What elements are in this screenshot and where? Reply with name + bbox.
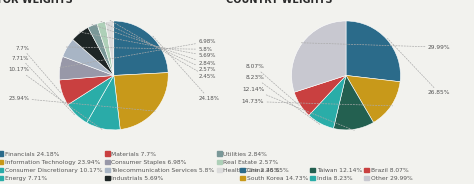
Text: 2.84%: 2.84%: [92, 24, 216, 66]
Wedge shape: [59, 56, 114, 80]
Text: 23.94%: 23.94%: [9, 96, 156, 111]
Text: SECTOR WEIGHTS: SECTOR WEIGHTS: [0, 0, 73, 5]
Text: 12.14%: 12.14%: [242, 87, 354, 130]
Text: 8.07%: 8.07%: [246, 64, 299, 105]
Wedge shape: [87, 75, 120, 130]
Text: 7.71%: 7.71%: [12, 56, 75, 116]
Wedge shape: [73, 27, 114, 75]
Legend: Financials 24.18%, Information Technology 23.94%, Consumer Discretionary 10.17%,: Financials 24.18%, Information Technolog…: [0, 151, 280, 181]
Text: 5.69%: 5.69%: [79, 32, 216, 58]
Wedge shape: [333, 75, 374, 130]
Text: 26.85%: 26.85%: [388, 38, 450, 95]
Wedge shape: [59, 75, 114, 105]
Legend: China 26.85%, South Korea 14.73%, Taiwan 12.14%, India 8.23%, Brazil 8.07%, Othe: China 26.85%, South Korea 14.73%, Taiwan…: [240, 168, 412, 181]
Wedge shape: [68, 75, 114, 123]
Wedge shape: [346, 75, 400, 122]
Text: 8.23%: 8.23%: [246, 75, 320, 124]
Wedge shape: [309, 75, 346, 128]
Text: 5.8%: 5.8%: [66, 47, 212, 52]
Text: 10.17%: 10.17%: [9, 68, 103, 130]
Text: 6.98%: 6.98%: [59, 39, 216, 68]
Wedge shape: [294, 75, 346, 115]
Wedge shape: [97, 22, 114, 75]
Wedge shape: [114, 73, 168, 130]
Wedge shape: [114, 21, 168, 75]
Wedge shape: [346, 21, 401, 82]
Wedge shape: [105, 21, 114, 75]
Text: COUNTRY WEIGHTS: COUNTRY WEIGHTS: [226, 0, 333, 5]
Wedge shape: [88, 24, 114, 75]
Wedge shape: [63, 40, 114, 75]
Text: 24.18%: 24.18%: [152, 35, 219, 101]
Text: 14.73%: 14.73%: [242, 99, 392, 106]
Text: 7.7%: 7.7%: [16, 46, 61, 93]
Text: 2.45%: 2.45%: [109, 20, 216, 79]
Text: 2.57%: 2.57%: [101, 21, 216, 72]
Text: 29.99%: 29.99%: [301, 43, 450, 50]
Wedge shape: [292, 21, 346, 92]
